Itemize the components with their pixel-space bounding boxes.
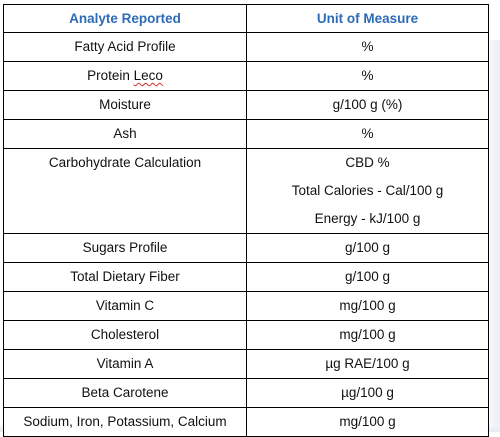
unit-cell: % — [246, 119, 489, 149]
analyte-cell: Fatty Acid Profile — [3, 32, 247, 62]
table-row: Ash % — [3, 119, 489, 149]
unit-cell: % — [246, 61, 489, 91]
analyte-cell: Moisture — [3, 90, 247, 120]
unit-cell: mg/100 g — [246, 320, 489, 350]
analyte-cell: Vitamin A — [3, 349, 247, 379]
unit-cell: µg/100 g — [246, 378, 489, 408]
table-row: Fatty Acid Profile % — [3, 32, 489, 62]
unit-cell: mg/100 g — [246, 291, 489, 321]
table-row: Protein Leco % — [3, 61, 489, 91]
unit-cell: µg RAE/100 g — [246, 349, 489, 379]
unit-line: CBD % — [345, 155, 390, 170]
table-row: Moisture g/100 g (%) — [3, 90, 489, 120]
unit-cell: g/100 g — [246, 262, 489, 292]
header-row: Analyte Reported Unit of Measure — [3, 4, 489, 33]
table-row: Carbohydrate Calculation CBD % Total Cal… — [3, 148, 489, 234]
table-row: Vitamin A µg RAE/100 g — [3, 349, 489, 379]
table-row: Sugars Profile g/100 g — [3, 233, 489, 263]
analyte-cell: Ash — [3, 119, 247, 149]
table-row: Vitamin C mg/100 g — [3, 291, 489, 321]
table-row: Total Dietary Fiber g/100 g — [3, 262, 489, 292]
unit-line: Total Calories - Cal/100 g — [291, 183, 444, 198]
analyte-text: Protein — [87, 68, 134, 83]
unit-line: Energy - kJ/100 g — [314, 211, 421, 226]
unit-cell: g/100 g — [246, 233, 489, 263]
table-row: Beta Carotene µg/100 g — [3, 378, 489, 408]
analyte-cell: Sugars Profile — [3, 233, 247, 263]
analyte-cell: Protein Leco — [3, 61, 247, 91]
analyte-cell: Total Dietary Fiber — [3, 262, 247, 292]
column-header-analyte: Analyte Reported — [3, 4, 247, 33]
analyte-cell: Cholesterol — [3, 320, 247, 350]
analyte-cell: Carbohydrate Calculation — [3, 148, 247, 234]
table-row: Sodium, Iron, Potassium, Calcium mg/100 … — [3, 407, 489, 437]
unit-cell: g/100 g (%) — [246, 90, 489, 120]
analyte-cell: Vitamin C — [3, 291, 247, 321]
analyte-cell: Beta Carotene — [3, 378, 247, 408]
spellcheck-flagged-word: Leco — [133, 68, 163, 83]
unit-cell: mg/100 g — [246, 407, 489, 437]
column-header-unit: Unit of Measure — [246, 4, 489, 33]
analyte-cell: Sodium, Iron, Potassium, Calcium — [3, 407, 247, 437]
unit-cell: % — [246, 32, 489, 62]
analyte-table: Analyte Reported Unit of Measure Fatty A… — [3, 4, 489, 437]
page-shadow-right — [490, 40, 500, 432]
table-row: Cholesterol mg/100 g — [3, 320, 489, 350]
unit-cell-multiline: CBD % Total Calories - Cal/100 g Energy … — [246, 148, 489, 234]
